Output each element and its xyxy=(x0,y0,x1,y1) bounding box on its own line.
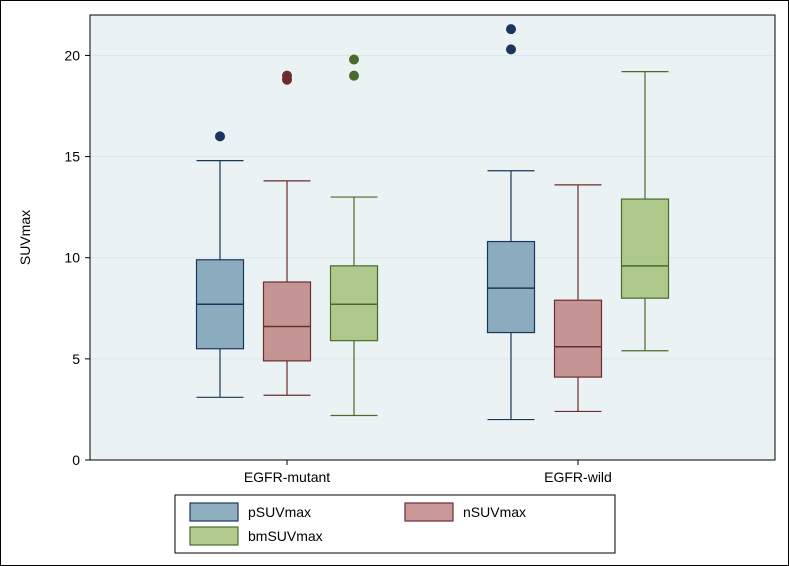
legend-label: nSUVmax xyxy=(463,504,526,520)
y-tick-label: 5 xyxy=(72,351,80,367)
y-axis-label: SUVmax xyxy=(17,210,33,265)
outlier-point xyxy=(350,55,359,64)
y-tick-label: 15 xyxy=(64,149,80,165)
boxplot-chart: 0 5 10 15 20 SUVmax EGFR-mutant EGFR-wild pSUVma… xyxy=(0,0,789,566)
outlier-point xyxy=(283,71,292,80)
box xyxy=(555,300,602,377)
box xyxy=(264,282,311,361)
box xyxy=(331,266,378,341)
y-tick-label: 10 xyxy=(64,250,80,266)
chart-svg: 0 5 10 15 20 SUVmax EGFR-mutant EGFR-wild pSUVma… xyxy=(0,0,789,566)
outlier-point xyxy=(216,132,225,141)
legend-box xyxy=(175,495,615,553)
box xyxy=(488,242,535,333)
x-tick-label: EGFR-mutant xyxy=(244,469,330,485)
legend-swatch xyxy=(190,503,238,521)
outlier-point xyxy=(350,71,359,80)
legend-swatch xyxy=(405,503,453,521)
legend-swatch xyxy=(190,527,238,545)
plot-area xyxy=(90,15,775,460)
y-tick-label: 0 xyxy=(72,452,80,468)
legend-label: bmSUVmax xyxy=(248,528,323,544)
outlier-point xyxy=(507,25,516,34)
outlier-point xyxy=(507,45,516,54)
box xyxy=(622,199,669,298)
legend-label: pSUVmax xyxy=(248,504,311,520)
y-tick-label: 20 xyxy=(64,47,80,63)
x-tick-label: EGFR-wild xyxy=(544,469,612,485)
